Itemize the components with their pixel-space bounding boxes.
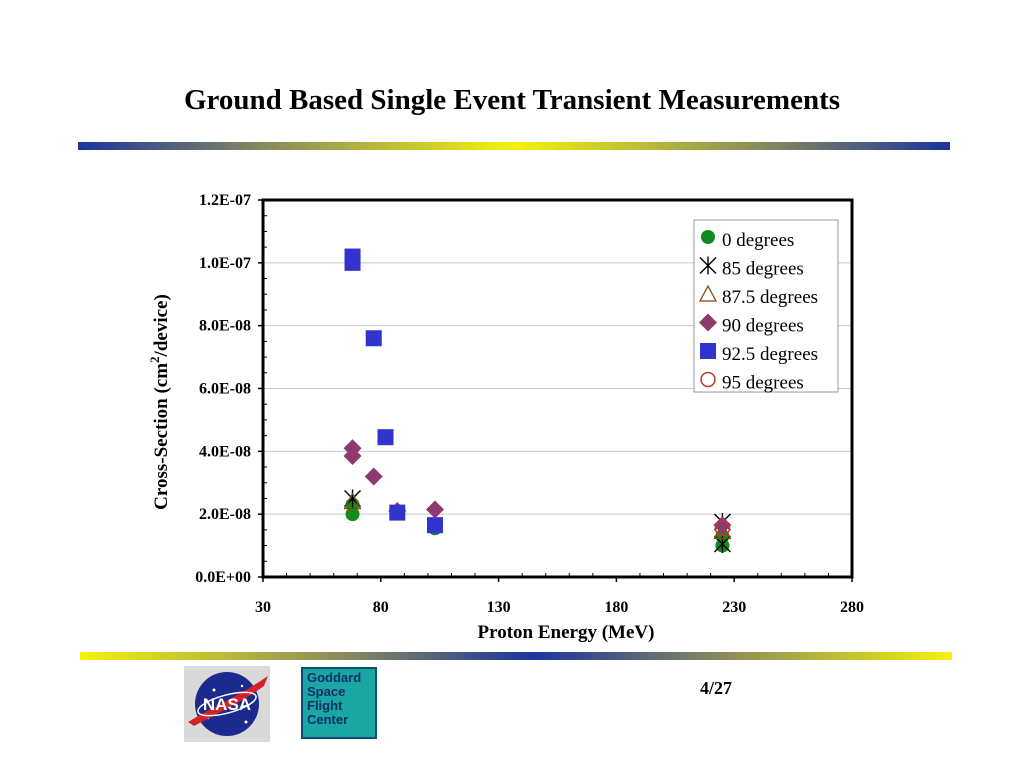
y-tick-label: 6.0E-08 [199,381,251,398]
y-tick-label: 0.0E+00 [195,569,251,586]
data-point-92-5-degrees [389,504,406,521]
data-point-92-5-degrees [377,429,394,446]
data-point-92-5-degrees [426,517,443,534]
data-point-92-5-degrees [365,330,382,347]
y-tick-label: 8.0E-08 [199,318,251,335]
y-axis-label-main: Cross-Section (cm [151,363,172,510]
data-points [343,248,732,554]
legend-label-95-degrees: 95 degrees [722,373,804,394]
y-axis-label: Cross-Section (cm2/device) [147,294,172,510]
nasa-logo-text: NASA [203,695,251,714]
y-axis-label-superscript: 2 [147,356,162,363]
legend-marker-90-degrees [699,313,717,332]
nasa-logo: NASA [184,666,270,742]
top-gradient-bar [78,142,950,150]
data-point-87-5-degrees [343,492,362,510]
data-point-90-degrees [425,500,444,519]
y-tick-label: 4.0E-08 [199,443,251,460]
y-tick-label: 1.2E-07 [199,192,251,209]
gsfc-logo-text: Goddard Space Flight Center [307,670,362,727]
y-axis-label-unit: /device) [151,294,172,357]
legend-marker-87-5-degrees [698,284,718,302]
x-tick-label: 80 [373,599,389,616]
x-tick-label: 180 [604,599,628,616]
legend-label-85-degrees: 85 degrees [722,259,804,280]
legend-marker-0-degrees [701,230,715,244]
legend-label-90-degrees: 90 degrees [722,316,804,337]
x-axis-label: Proton Energy (MeV) [478,622,655,643]
bottom-gradient-bar [80,652,952,660]
legend-marker-95-degrees [700,371,716,388]
slide-title: Ground Based Single Event Transient Meas… [183,84,841,116]
legend-label-92-5-degrees: 92.5 degrees [722,344,818,365]
x-tick-label: 130 [487,599,511,616]
gsfc-logo: Goddard Space Flight Center [301,667,377,739]
legend-label-0-degrees: 0 degrees [722,230,794,251]
y-tick-label: 2.0E-08 [199,506,251,523]
y-tick-label: 1.0E-07 [199,255,251,272]
legend-marker-85-degrees [699,256,717,275]
legend-box [693,219,839,393]
y-axis-ticks: 0.0E+00 2.0E-08 4.0E-08 6.0E-08 8.0E-08 1.0E-… [195,192,267,586]
data-point-90-degrees [343,447,362,466]
legend-label-87-5-degrees: 87.5 degrees [722,287,818,308]
data-point-90-degrees [713,516,732,535]
legend: 0 degrees 85 degrees 87.5 degrees 90 degree… [693,219,839,394]
x-axis-ticks: 30 80 130 180 230 280 [255,573,864,616]
data-point-92-5-degrees [344,254,361,271]
data-point-87-5-degrees [713,522,732,540]
legend-marker-92-5-degrees [700,343,716,359]
x-tick-label: 280 [840,599,864,616]
data-point-95-degrees [714,520,731,537]
x-tick-label: 230 [722,599,746,616]
x-tick-label: 30 [255,599,271,616]
data-point-90-degrees [364,467,383,486]
page-number: 4/27 [700,678,733,698]
